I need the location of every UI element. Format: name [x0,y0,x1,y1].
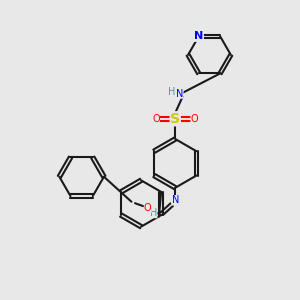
Text: H: H [168,87,175,97]
Text: O: O [152,114,160,124]
Text: N: N [172,195,179,205]
Text: S: S [170,112,180,126]
Text: N: N [176,88,183,98]
Text: H: H [150,208,157,218]
Text: O: O [191,114,198,124]
Text: O: O [144,203,152,213]
Text: N: N [194,32,203,41]
